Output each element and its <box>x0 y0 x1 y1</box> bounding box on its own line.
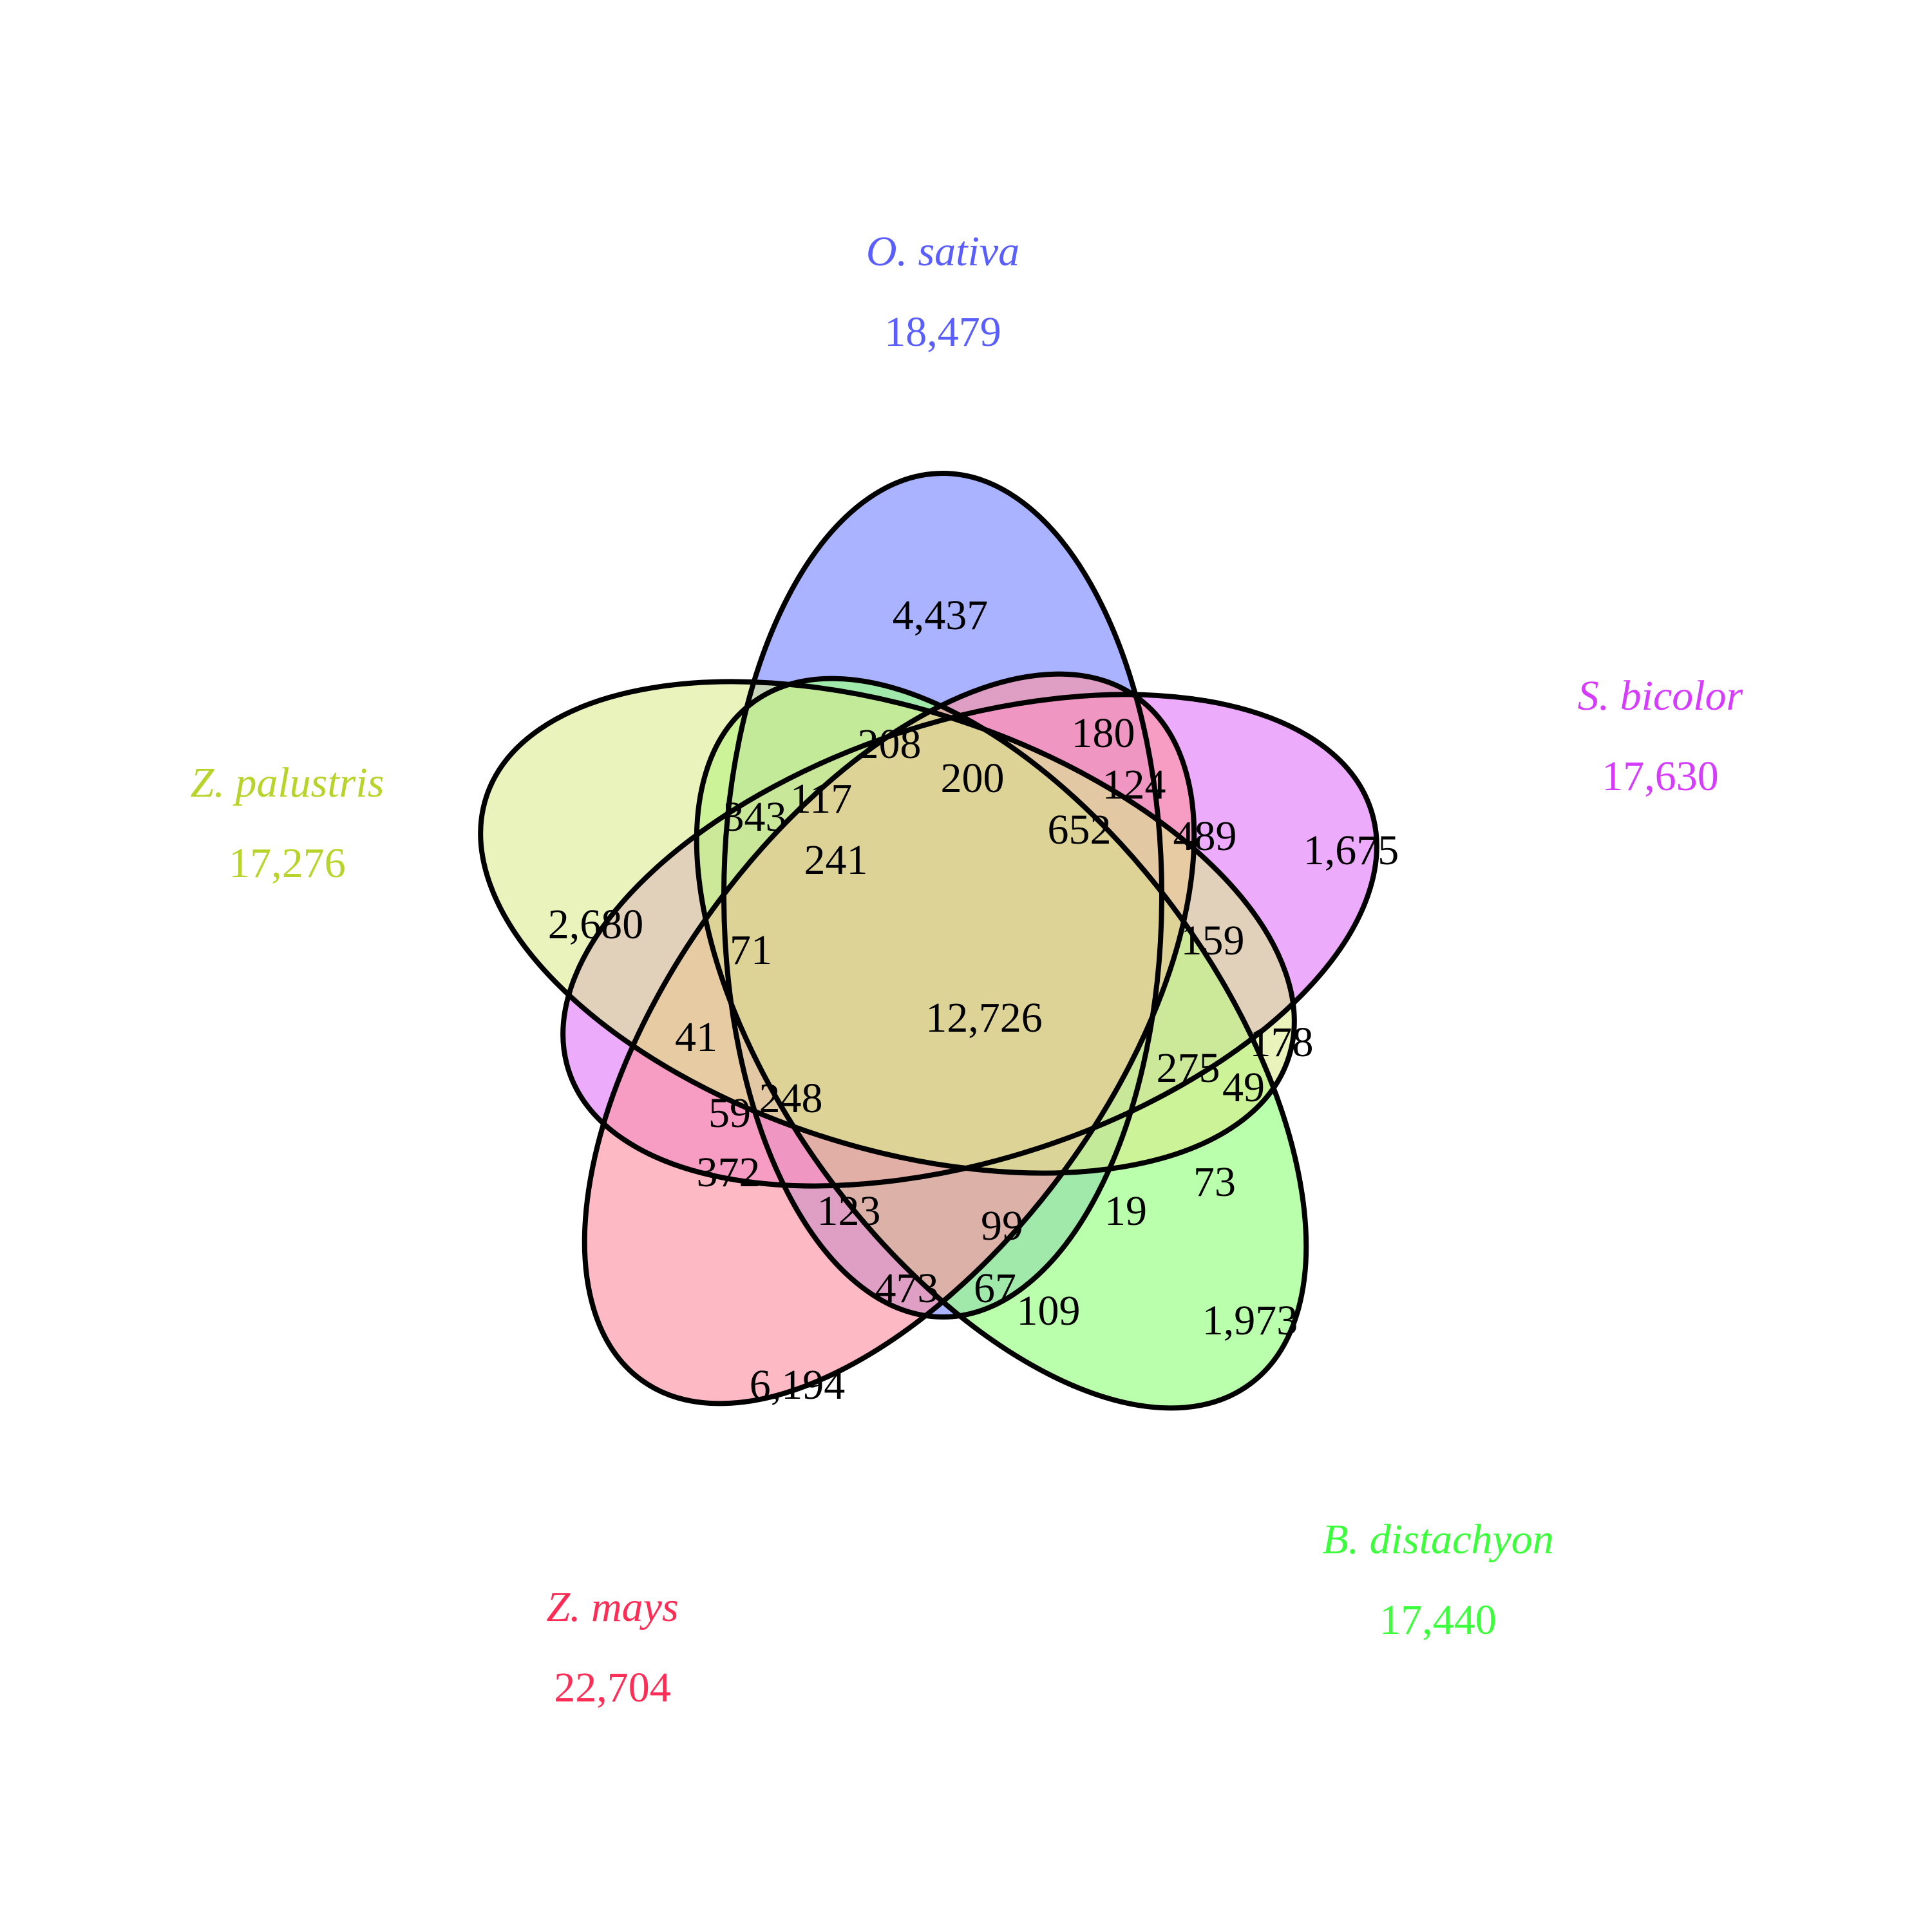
region-473: 473 <box>875 1265 939 1312</box>
region-159: 159 <box>1181 917 1245 964</box>
region-248: 248 <box>759 1075 823 1122</box>
region-343: 343 <box>723 793 787 840</box>
region-178: 178 <box>1250 1019 1314 1066</box>
ellipse-fills <box>480 473 1377 1408</box>
region-67: 67 <box>974 1265 1016 1312</box>
region-489: 489 <box>1173 813 1237 860</box>
set-name-sbicolor: S. bicolor <box>1578 672 1743 719</box>
set-labels: O. sativa 18,479 S. bicolor 17,630 B. di… <box>191 228 1743 1711</box>
set-name-zpalustris: Z. palustris <box>191 759 384 806</box>
region-73: 73 <box>1193 1159 1236 1206</box>
ellipse-outline-bdistachyon <box>694 676 1309 1411</box>
region-71: 71 <box>730 927 772 974</box>
ellipse-fill-zpalustris <box>480 681 1294 1173</box>
region-sbicolor-only: 1,675 <box>1303 827 1399 874</box>
region-117: 117 <box>790 775 853 822</box>
ellipse-outline-zpalustris <box>478 679 1297 1176</box>
ellipse-outline-sbicolor <box>560 692 1379 1189</box>
region-49: 49 <box>1222 1064 1265 1111</box>
region-19: 19 <box>1104 1188 1147 1235</box>
region-275: 275 <box>1157 1045 1220 1092</box>
region-59: 59 <box>708 1090 751 1137</box>
region-all-five: 12,726 <box>925 994 1043 1041</box>
set-total-zpalustris: 17,276 <box>229 840 346 887</box>
region-124: 124 <box>1103 761 1166 808</box>
set-name-zmays: Z. mays <box>546 1584 678 1631</box>
region-bdistachyon-only: 1,973 <box>1202 1297 1298 1344</box>
region-372: 372 <box>697 1149 761 1196</box>
region-200: 200 <box>941 755 1005 802</box>
ellipse-outline-zmays <box>582 671 1197 1406</box>
ellipse-outlines <box>478 471 1379 1411</box>
region-99: 99 <box>981 1202 1023 1249</box>
region-zpalustris-only: 2,680 <box>548 901 644 948</box>
region-zmays-only: 6,194 <box>750 1361 846 1408</box>
region-109: 109 <box>1017 1287 1081 1334</box>
set-name-bdistachyon: B. distachyon <box>1322 1516 1553 1563</box>
set-total-bdistachyon: 17,440 <box>1379 1596 1497 1643</box>
region-counts: 4,437 1,675 1,973 6,194 2,680 12,726 208… <box>548 592 1399 1408</box>
region-652: 652 <box>1048 806 1112 853</box>
region-osativa-only: 4,437 <box>893 592 989 639</box>
set-total-zmays: 22,704 <box>554 1664 671 1711</box>
set-name-osativa: O. sativa <box>866 228 1019 275</box>
set-total-sbicolor: 17,630 <box>1602 753 1719 800</box>
region-41: 41 <box>675 1014 717 1061</box>
region-123: 123 <box>817 1188 881 1235</box>
region-180: 180 <box>1072 710 1135 757</box>
region-241: 241 <box>804 837 868 884</box>
region-208: 208 <box>858 721 922 768</box>
set-total-osativa: 18,479 <box>884 308 1001 355</box>
